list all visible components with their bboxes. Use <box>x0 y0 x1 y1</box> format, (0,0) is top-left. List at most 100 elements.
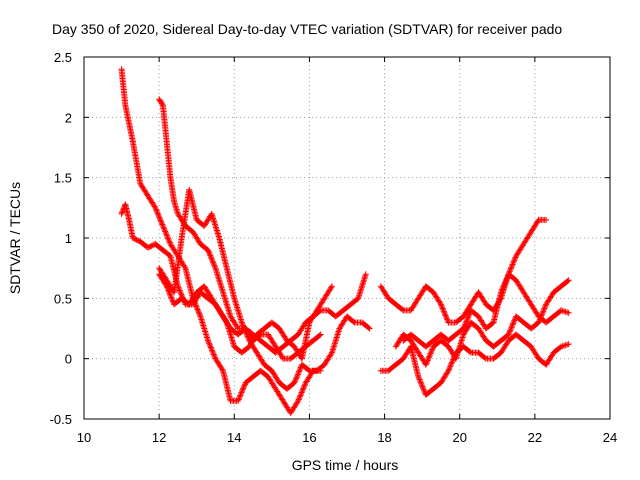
data-point <box>535 319 542 326</box>
interp-point <box>235 396 242 403</box>
interp-point <box>539 311 546 318</box>
x-tick-label: 22 <box>528 430 542 445</box>
interp-point <box>564 278 571 285</box>
interp-point <box>500 283 507 290</box>
interp-point <box>510 260 517 267</box>
interp-point <box>296 393 303 400</box>
interp-point <box>298 389 305 396</box>
series-track-5 <box>156 271 335 362</box>
interp-point <box>536 316 543 323</box>
interp-point <box>463 318 470 325</box>
interp-point <box>296 368 303 375</box>
interp-point <box>300 385 307 392</box>
interp-point <box>147 243 154 250</box>
interp-point <box>463 317 470 324</box>
interp-point <box>240 383 247 390</box>
interp-point <box>164 234 171 241</box>
interp-point <box>210 350 217 357</box>
interp-point <box>297 392 304 399</box>
interp-point <box>428 347 435 354</box>
interp-point <box>537 315 544 322</box>
interp-point <box>239 322 246 329</box>
interp-point <box>206 249 213 256</box>
y-tick-label: 1.5 <box>54 171 72 186</box>
interp-point <box>181 263 188 270</box>
interp-point <box>205 338 212 345</box>
interp-point <box>295 396 302 403</box>
interp-point <box>540 306 547 313</box>
interp-point <box>155 213 162 220</box>
interp-point <box>156 214 163 221</box>
interp-point <box>241 326 248 333</box>
x-tick-label: 10 <box>77 430 91 445</box>
interp-point <box>511 255 518 262</box>
data-point <box>204 247 211 254</box>
interp-point <box>300 383 307 390</box>
interp-point <box>500 282 507 289</box>
data-point <box>118 210 125 217</box>
interp-point <box>420 384 427 391</box>
interp-point <box>498 287 505 294</box>
data-point <box>565 309 572 316</box>
interp-point <box>193 303 200 310</box>
interp-point <box>540 308 547 315</box>
interp-point <box>293 375 300 382</box>
interp-point <box>237 390 244 397</box>
series-track-7 <box>377 331 572 398</box>
interp-point <box>557 344 564 351</box>
interp-point <box>424 358 431 365</box>
interp-point <box>444 316 451 323</box>
interp-point <box>501 280 508 287</box>
interp-point <box>298 390 305 397</box>
interp-point <box>239 320 246 327</box>
interp-point <box>159 101 166 108</box>
interp-point <box>509 323 516 330</box>
interp-point <box>210 351 217 358</box>
interp-point <box>503 276 510 283</box>
interp-point <box>418 380 425 387</box>
data-series <box>118 66 572 416</box>
data-point <box>498 289 505 296</box>
interp-point <box>440 306 447 313</box>
interp-point <box>207 343 214 350</box>
interp-point <box>399 306 406 313</box>
interp-point <box>194 305 201 312</box>
interp-point <box>481 354 488 361</box>
interp-point <box>301 382 308 389</box>
interp-point <box>206 341 213 348</box>
y-tick-label: 1 <box>65 231 72 246</box>
interp-point <box>238 389 245 396</box>
interp-point <box>195 309 202 316</box>
interp-point <box>439 304 446 311</box>
interp-point <box>295 370 302 377</box>
interp-point <box>365 324 372 331</box>
interp-point <box>161 227 168 234</box>
interp-point <box>210 260 217 267</box>
interp-point <box>162 281 169 288</box>
interp-point <box>131 235 138 242</box>
data-point <box>505 331 512 338</box>
interp-point <box>512 254 519 261</box>
interp-point <box>165 235 172 242</box>
interp-point <box>447 362 454 369</box>
interp-point <box>293 374 300 381</box>
interp-point <box>133 236 140 243</box>
interp-point <box>166 290 173 297</box>
interp-point <box>446 366 453 373</box>
interp-point <box>294 372 301 379</box>
series-track-3 <box>156 96 369 356</box>
interp-point <box>153 207 160 214</box>
interp-point <box>421 387 428 394</box>
interp-point <box>176 287 183 294</box>
data-point <box>295 397 302 404</box>
interp-point <box>241 382 248 389</box>
series-track-6 <box>377 216 550 326</box>
interp-point <box>168 295 175 302</box>
data-point <box>204 337 211 344</box>
interp-point <box>207 252 214 259</box>
interp-point <box>510 319 517 326</box>
interp-point <box>328 284 335 291</box>
interp-point <box>509 321 516 328</box>
interp-point <box>209 347 216 354</box>
